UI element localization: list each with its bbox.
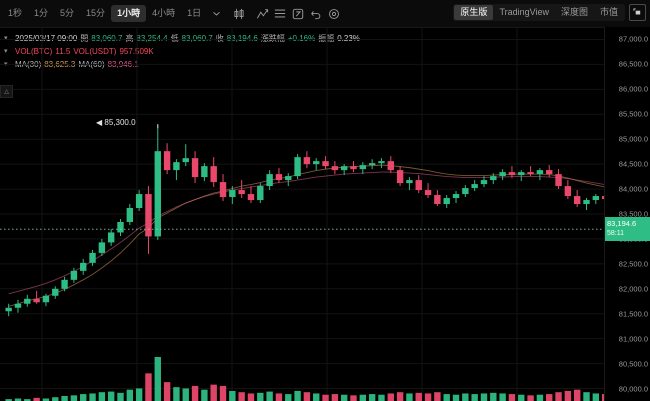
vol-btc-label: VOL(BTC): [15, 47, 53, 56]
ohlc-datetime: 2025/03/17 09:00: [15, 34, 78, 43]
chart-canvas: [0, 27, 605, 401]
annotation-text: 85,300.0: [104, 118, 136, 128]
timeframe-3[interactable]: 15分: [86, 8, 106, 18]
price-axis-label-10: 82,000.0: [618, 284, 648, 294]
timeframe-6[interactable]: 1日: [187, 8, 202, 18]
price-axis-label-3: 85,500.0: [618, 109, 648, 119]
price-axis-label-9: 82,500.0: [618, 259, 648, 269]
chevron-down-icon[interactable]: [207, 5, 225, 23]
price-axis-label-12: 81,000.0: [618, 334, 648, 344]
current-price-value: 83,194.6: [607, 219, 637, 229]
price-axis[interactable]: 87,000.0 86,500.0 86,000.0 85,500.0 85,000.0…: [604, 27, 650, 401]
view-switcher-group: 原生版 TradingView 深度图 市值: [453, 4, 646, 21]
amplitude-value: 0.23%: [337, 34, 360, 43]
timeframe-group: 1秒 1分 5分 15分 1小時 4小時 1日: [2, 5, 207, 22]
view-option-2[interactable]: 深度图: [560, 7, 588, 17]
change-value: +0.16%: [287, 34, 316, 43]
close-label: 收: [215, 34, 224, 43]
price-axis-label-2: 86,000.0: [618, 84, 648, 94]
price-axis-label-1: 86,500.0: [618, 59, 648, 69]
list-icon[interactable]: [271, 5, 289, 23]
timeframe-5[interactable]: 4小時: [152, 8, 176, 18]
price-axis-label-7: 83,500.0: [618, 209, 648, 219]
view-option-1[interactable]: TradingView: [499, 7, 549, 17]
candlestick-plot[interactable]: [0, 27, 605, 401]
open-value: 83,060.7: [91, 34, 123, 43]
timeframe-0[interactable]: 1秒: [8, 8, 23, 18]
price-axis-label-6: 84,000.0: [618, 184, 648, 194]
vol-usdt-label: VOL(USDT): [73, 47, 117, 56]
timeframe-1[interactable]: 1分: [34, 8, 49, 18]
timeframe-2[interactable]: 5分: [60, 8, 75, 18]
low-label: 低: [170, 34, 179, 43]
price-annotation: ◀ 85,300.0: [96, 118, 136, 127]
open-label: 開: [80, 34, 89, 43]
indicators-icon[interactable]: [253, 5, 271, 23]
candlestick-type-icon[interactable]: [230, 5, 248, 23]
collapse-ohlc-icon[interactable]: ▾: [4, 35, 8, 42]
candle-countdown: 58:11: [607, 230, 624, 238]
price-axis-label-5: 84,500.0: [618, 159, 648, 169]
view-segmented-control: 原生版 TradingView 深度图 市值: [453, 4, 625, 21]
template-icon[interactable]: [289, 5, 307, 23]
vol-btc-value: 11.5: [55, 47, 71, 56]
price-axis-label-0: 87,000.0: [618, 34, 648, 44]
change-label: 漲跌幅: [260, 34, 285, 43]
collapse-volume-icon[interactable]: ▾: [4, 48, 8, 55]
low-value: 83,060.7: [181, 34, 213, 43]
amplitude-label: 振幅: [318, 34, 335, 43]
view-option-3[interactable]: 市值: [599, 7, 618, 17]
price-axis-label-13: 80,500.0: [618, 359, 648, 369]
close-value: 83,194.6: [226, 34, 258, 43]
sidebar-collapse-button[interactable]: △: [0, 85, 13, 98]
ohlc-legend-row: ▾ 2025/03/17 09:00 開 83,060.7 高 83,254.4…: [4, 32, 360, 45]
view-option-0[interactable]: 原生版: [454, 5, 494, 20]
settings-gear-icon[interactable]: [325, 5, 343, 23]
price-axis-label-11: 81,500.0: [618, 309, 648, 319]
price-axis-label-4: 85,000.0: [618, 134, 648, 144]
high-label: 高: [125, 34, 134, 43]
timeframe-4[interactable]: 1小時: [111, 5, 147, 22]
annotation-arrow-icon: ◀: [96, 118, 103, 128]
chart-toolbar: 1秒 1分 5分 15分 1小時 4小時 1日: [0, 0, 650, 28]
undo-icon[interactable]: [307, 5, 325, 23]
fullscreen-icon[interactable]: [629, 4, 646, 21]
price-axis-label-14: 80,000.0: [618, 384, 648, 394]
high-value: 83,254.4: [136, 34, 168, 43]
current-price-tag: 83,194.6 58:11: [605, 217, 650, 242]
